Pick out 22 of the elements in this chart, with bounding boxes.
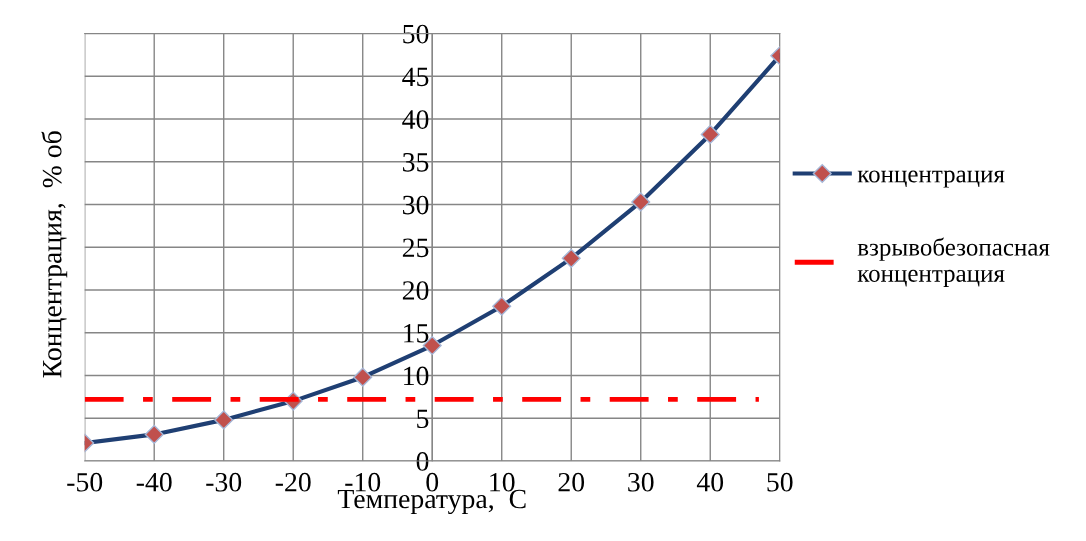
y-axis-title: Концентрация, % об bbox=[41, 131, 68, 378]
x-tick-label: 40 bbox=[696, 472, 724, 492]
y-tick-label: 45 bbox=[402, 67, 429, 87]
y-tick-label: 20 bbox=[402, 281, 429, 300]
x-tick-label: -20 bbox=[275, 472, 311, 492]
x-tick-label: -30 bbox=[206, 472, 242, 492]
x-tick-label: 50 bbox=[767, 472, 793, 492]
y-tick-label: 40 bbox=[402, 110, 429, 129]
y-tick-label: 30 bbox=[403, 195, 429, 215]
x-tick-label: -50 bbox=[67, 472, 103, 492]
y-tick-label: 5 bbox=[417, 409, 429, 429]
x-tick-label: -40 bbox=[136, 472, 172, 492]
y-tick-label: 15 bbox=[404, 324, 429, 343]
x-tick-label: -10 bbox=[345, 472, 381, 492]
x-tick-label: 20 bbox=[558, 472, 585, 492]
y-tick-label: 10 bbox=[404, 366, 429, 386]
legend-label: взрывобезопасная концентрация bbox=[857, 237, 1050, 287]
legend-label: концентрация bbox=[857, 170, 1005, 188]
y-tick-label: 25 bbox=[402, 238, 429, 258]
x-tick-label: 30 bbox=[628, 472, 654, 492]
y-tick-label: 0 bbox=[416, 452, 429, 471]
y-tick-label: 35 bbox=[403, 153, 429, 172]
